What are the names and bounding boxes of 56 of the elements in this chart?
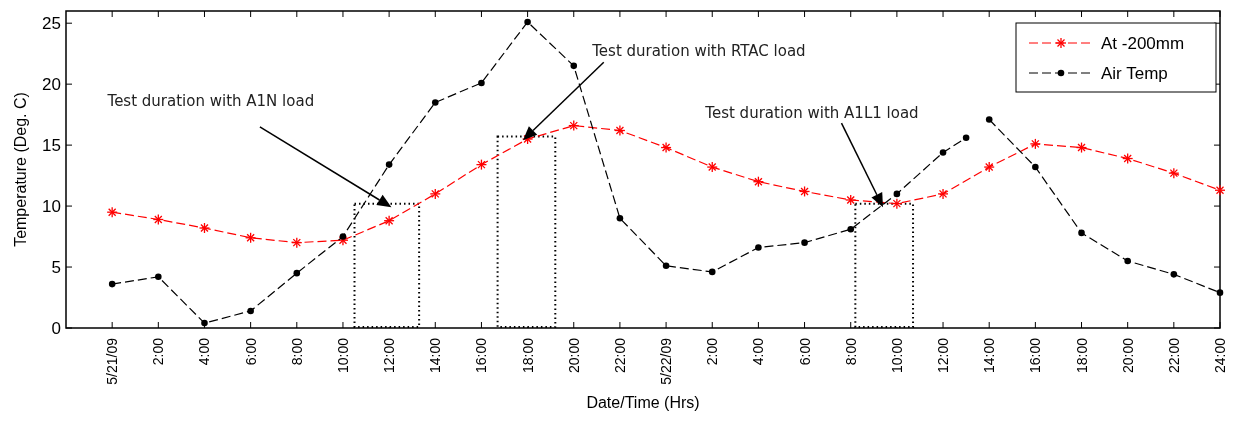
point (293, 269, 301, 277)
x-tick-label: 6:00 (242, 337, 259, 366)
point (524, 18, 531, 26)
x-tick-label: 2:00 (150, 337, 167, 366)
x-axis-title: Date/Time (Hrs) (586, 394, 700, 411)
y-tick-label: 10 (42, 197, 61, 217)
point (108, 280, 116, 288)
x-tick-label: 22:00 (1165, 337, 1182, 374)
y-tick-label: 5 (51, 258, 61, 278)
x-tick-label: 22:00 (611, 337, 628, 374)
x-tick-label: 16:00 (1027, 337, 1044, 374)
point (478, 79, 485, 87)
point (847, 225, 855, 233)
y-tick-label: 20 (42, 75, 61, 95)
x-tick-label: 18:00 (519, 337, 536, 374)
x-tick-label: 4:00 (196, 337, 213, 366)
band-label: Test duration with A1L1 load (704, 104, 919, 123)
point (431, 99, 439, 106)
point (708, 268, 716, 276)
x-tick-label: 5/21/09 (104, 337, 121, 385)
x-tick-label: 24:00 (1212, 337, 1228, 374)
y-axis-title: Temperature (Deg. C) (12, 92, 29, 247)
x-tick-label: 16:00 (473, 337, 490, 374)
point (385, 161, 393, 168)
point (801, 239, 808, 246)
point (939, 149, 947, 156)
y-tick-label: 25 (42, 14, 61, 34)
legend-label: At -200mm (1101, 34, 1185, 53)
x-tick-label: 2:00 (704, 337, 721, 366)
x-tick-label: 8:00 (288, 337, 305, 366)
point (755, 244, 762, 251)
point (155, 273, 162, 281)
x-tick-label: 18:00 (1073, 337, 1090, 374)
point (662, 262, 670, 270)
legend-label: Air Temp (1101, 64, 1168, 83)
x-tick-label: 6:00 (796, 337, 813, 366)
x-tick-label: 10:00 (888, 337, 905, 374)
x-tick-label: 12:00 (381, 337, 398, 374)
x-tick-label: 8:00 (842, 337, 859, 366)
point (570, 62, 578, 70)
y-tick-label: 15 (42, 136, 61, 156)
x-tick-label: 14:00 (427, 337, 444, 374)
band-label: Test duration with RTAC load (591, 42, 806, 61)
x-tick-label: 14:00 (981, 337, 998, 374)
x-tick-label: 12:00 (935, 337, 952, 374)
y-tick-label: 0 (51, 319, 61, 338)
point (616, 214, 624, 222)
x-tick-label: 5/22/09 (658, 337, 675, 385)
x-tick-label: 10:00 (334, 337, 351, 374)
point (893, 190, 901, 198)
x-tick-label: 20:00 (1119, 337, 1136, 374)
band-label: Test duration with A1N load (106, 92, 315, 111)
x-tick-label: 4:00 (750, 337, 767, 366)
point (247, 307, 254, 315)
point (339, 233, 347, 240)
x-tick-label: 20:00 (565, 337, 582, 374)
